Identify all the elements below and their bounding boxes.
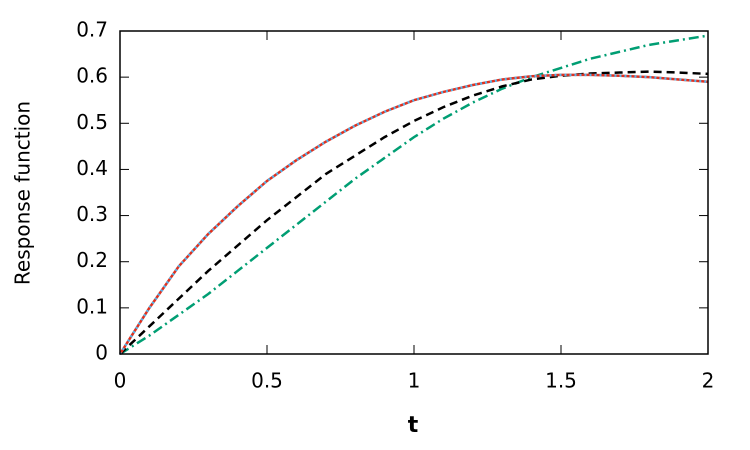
x-tick-label: 2 (702, 369, 715, 393)
y-tick-label: 0.3 (76, 202, 108, 226)
plot-frame (119, 30, 709, 355)
y-tick-label: 0.6 (76, 64, 108, 88)
x-tick-label: 1.5 (545, 369, 577, 393)
series-line (119, 34, 709, 356)
y-tick-label: 0.4 (76, 156, 108, 180)
y-tick-label: 0.2 (76, 248, 108, 272)
series-line (118, 73, 709, 355)
x-tick-label: 0.5 (251, 369, 283, 393)
y-axis-label: Response function (11, 101, 35, 285)
x-axis-label: t (408, 413, 419, 438)
series-line (119, 70, 709, 355)
y-tick-label: 0 (95, 341, 108, 365)
y-tick-label: 0.7 (76, 18, 108, 42)
y-tick-label: 0.5 (76, 110, 108, 134)
x-tick-label: 0 (114, 369, 127, 393)
series-line (118, 73, 709, 355)
y-tick-label: 0.1 (76, 294, 108, 318)
x-tick-label: 1 (408, 369, 421, 393)
